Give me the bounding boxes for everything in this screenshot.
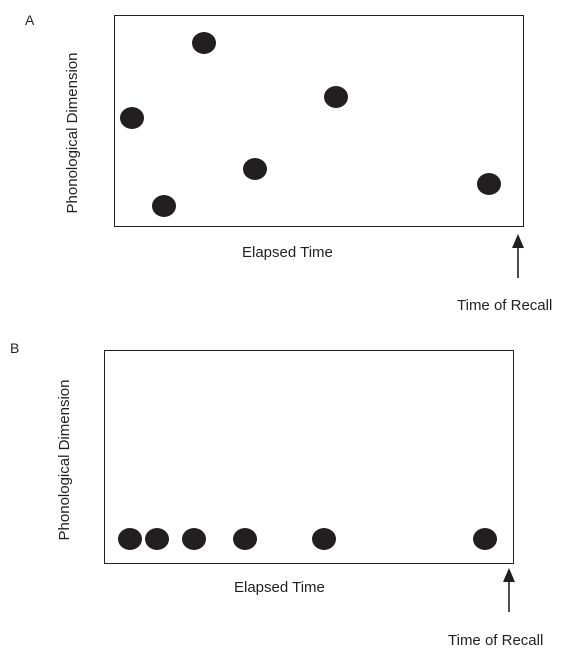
x-axis-label: Elapsed Time bbox=[242, 244, 333, 261]
item-dot bbox=[324, 86, 348, 108]
item-dot bbox=[243, 158, 267, 180]
item-dot bbox=[233, 528, 257, 550]
y-axis-label: Phonological Dimension bbox=[56, 379, 73, 541]
up-arrow-icon bbox=[503, 568, 515, 612]
plot-frame bbox=[114, 15, 524, 227]
panel-letter: B bbox=[10, 340, 20, 356]
panel-letter: A bbox=[25, 12, 35, 28]
item-dot bbox=[473, 528, 497, 550]
x-axis-label: Elapsed Time bbox=[234, 579, 325, 596]
panel-a: A Phonological Dimension Elapsed Time Ti… bbox=[0, 0, 576, 320]
panel-b: B Phonological Dimension Elapsed Time Ti… bbox=[0, 330, 576, 650]
item-dot bbox=[120, 107, 144, 129]
item-dot bbox=[192, 32, 216, 54]
item-dot bbox=[182, 528, 206, 550]
y-axis-label: Phonological Dimension bbox=[64, 52, 81, 214]
time-of-recall-label: Time of Recall bbox=[448, 632, 544, 649]
item-dot bbox=[312, 528, 336, 550]
item-dot bbox=[477, 173, 501, 195]
up-arrow-icon bbox=[512, 234, 524, 278]
item-dot bbox=[152, 195, 176, 217]
time-of-recall-label: Time of Recall bbox=[457, 297, 553, 314]
plot-frame bbox=[104, 350, 514, 564]
item-dot bbox=[145, 528, 169, 550]
item-dot bbox=[118, 528, 142, 550]
